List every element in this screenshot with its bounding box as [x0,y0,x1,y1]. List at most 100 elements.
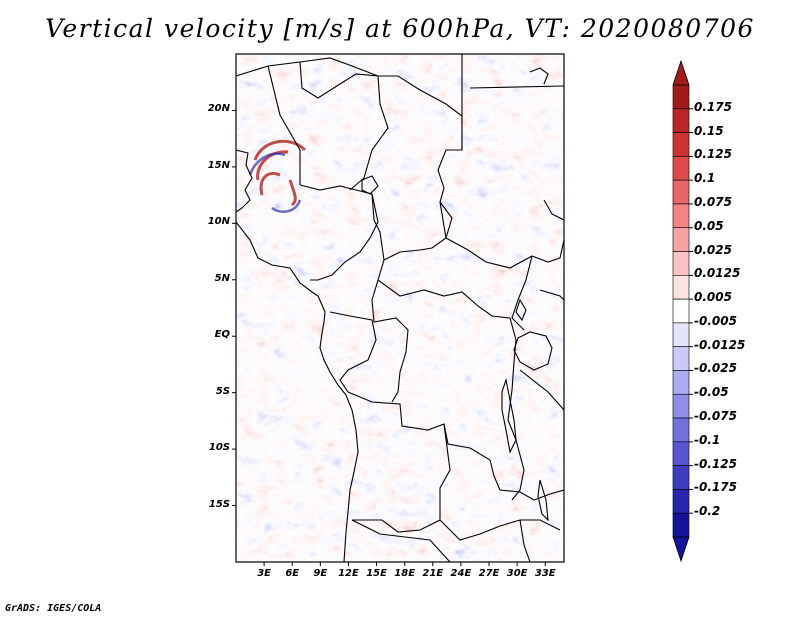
border-nigeria [299,184,379,281]
colorbar-box [672,393,690,419]
border-mali-niger [267,65,301,185]
lake-tanganyika [501,377,517,454]
colorbar-label: 0.005 [694,290,732,305]
border-namibia [351,519,451,562]
colorbar-label: -0.1 [694,432,721,447]
lat-label: 15N [207,159,230,171]
border-ethiopia-kenya [539,289,564,301]
colorbar-box [672,512,690,538]
lat-label: 5S [215,385,230,397]
colorbar-label: 0.025 [694,242,732,257]
lon-label: 3E [257,568,271,579]
colorbar-box [672,465,690,490]
colorbar-label: 0.175 [694,99,732,114]
lat-label: 20N [207,103,230,115]
colorbar-boxes [672,84,690,538]
velocity-field [236,54,564,562]
political-boundaries [236,54,564,562]
border-mozambique [519,519,531,562]
coastline-gulf-of-guinea [236,221,359,562]
colorbar-label: -0.075 [694,409,737,424]
colorbar-label: 0.15 [694,123,724,138]
colorbar-label: 0.0125 [694,266,741,281]
colorbar-label: 0.075 [694,194,732,209]
lon-label: 9E [313,568,328,579]
lon-label: 30E [506,568,528,579]
grads-credit: GrADS: IGES/COLA [5,603,102,614]
velocity-contours [236,54,564,562]
colorbar-box [672,84,690,110]
strong-downdraft-west-africa [248,152,302,213]
lat-label: 10S [208,442,230,454]
colorbar-label: -0.0125 [694,337,746,352]
lat-label: 5N [214,272,230,284]
lon-label: 15E [366,568,387,579]
colorbar-label: -0.05 [694,385,729,400]
lon-label: 18E [394,568,416,579]
colorbar-max-arrow [672,59,690,86]
colorbar-label: -0.175 [694,480,737,495]
colorbar-box [672,346,690,371]
border-congo-gabon [329,311,377,393]
border-niger [299,61,389,191]
colorbar-label: 0.05 [694,218,724,233]
colorbar-label: -0.125 [694,456,737,471]
map-frame [235,53,565,563]
colorbar-min-arrow [672,536,690,563]
colorbar-box [672,227,690,252]
border-chad-cameroon [371,193,385,301]
border-congo-drc [371,299,409,403]
colorbar-box [672,417,690,443]
colorbar-box [672,203,690,229]
lake-victoria [513,331,553,371]
border-zambia-south [439,519,561,541]
lake-chad [361,175,379,195]
lon-label: 21E [422,568,444,579]
lon-label: 12E [338,568,359,579]
colorbar-box [672,132,690,157]
red-sea-coast [529,67,549,85]
lat-label: EQ [214,329,230,341]
longitude-ticks [263,562,546,566]
border-egypt-sudan [469,85,564,89]
latitude-ticks [232,109,236,507]
lon-label: 33E [534,568,556,579]
colorbar-box [672,489,690,514]
strong-updraft-west-africa [253,139,307,207]
colorbar-label: -0.025 [694,361,737,376]
border-car [377,279,511,319]
border-ethiopia-south-sudan [511,255,533,331]
colorbar-label: -0.2 [694,504,721,519]
colorbar-box [672,322,690,347]
lake-malawi [537,479,549,522]
colorbar-label: 0.125 [694,147,732,162]
colorbar-box [672,251,690,276]
border-south-sudan [445,237,564,269]
colorbar-box [672,441,690,466]
lat-label: 15S [208,498,230,510]
colorbar-box [672,108,690,133]
border-chad-sudan [383,201,447,261]
plot-title: Vertical velocity [m/s] at 600hPa, VT: 2… [45,14,755,43]
colorbar [672,59,693,563]
lat-label: 10N [207,216,230,228]
colorbar-ticks [689,108,693,514]
lake-albert [515,298,527,322]
border-eritrea [543,199,564,221]
coastline-west-africa [236,149,253,213]
colorbar-box [672,370,690,395]
colorbar-box [672,156,690,181]
colorbar-label: -0.005 [694,313,737,328]
lon-label: 27E [478,568,500,579]
border-libya-egypt [437,54,463,239]
border-kenya-tanzania [519,369,564,411]
colorbar-box [672,179,690,205]
lon-label: 24E [450,568,472,579]
lon-label: 6E [285,568,300,579]
colorbar-label: 0.1 [694,171,716,186]
colorbar-box [672,275,690,300]
border-zambia-tanzania [499,489,564,501]
border-angola-zambia [352,423,451,533]
colorbar-box [672,298,690,324]
